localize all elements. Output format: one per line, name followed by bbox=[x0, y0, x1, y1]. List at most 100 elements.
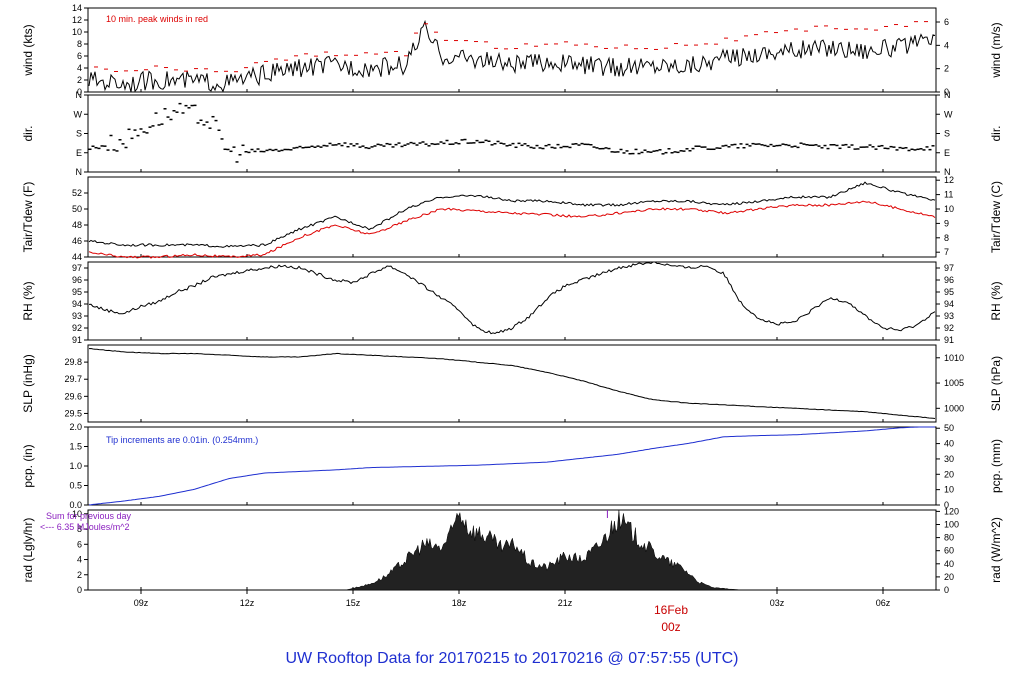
temp-ytick-right-label: 9 bbox=[944, 218, 949, 228]
rad-ytick-label: 10 bbox=[72, 509, 82, 519]
xaxis-tick-label: 21z bbox=[558, 598, 573, 608]
rad-ytick-right-label: 40 bbox=[944, 559, 954, 569]
rh-ytick-label: 95 bbox=[72, 287, 82, 297]
dir-ytick-right-label: N bbox=[944, 167, 951, 177]
pcp-ytick-label: 1.5 bbox=[69, 442, 82, 452]
temp-ylabel-left: Tair/Tdew (F) bbox=[21, 182, 35, 253]
slp-ytick-right-label: 1010 bbox=[944, 353, 964, 363]
slp-ytick-label: 29.5 bbox=[64, 408, 82, 418]
rad-annotation-value: <--- 6.35 MJoules/m^2 bbox=[40, 522, 130, 532]
temp-ytick-label: 48 bbox=[72, 220, 82, 230]
slp-ytick-right-label: 1005 bbox=[944, 378, 964, 388]
wind-ytick-label: 0 bbox=[77, 87, 82, 97]
rh-ytick-right-label: 94 bbox=[944, 299, 954, 309]
slp-ytick-label: 29.6 bbox=[64, 391, 82, 401]
rh-ytick-right-label: 92 bbox=[944, 323, 954, 333]
rad-annotation-sum: Sum for previous day bbox=[46, 511, 132, 521]
temp-ytick-label: 46 bbox=[72, 236, 82, 246]
temp-ytick-label: 50 bbox=[72, 204, 82, 214]
xaxis-tick-label: 06z bbox=[876, 598, 891, 608]
dir-ytick-right-label: N bbox=[944, 90, 951, 100]
pcp-ytick-right-label: 50 bbox=[944, 423, 954, 433]
rh-ytick-label: 96 bbox=[72, 275, 82, 285]
dir-ylabel-left: dir. bbox=[21, 125, 35, 141]
footer-end-date: 20170216 bbox=[531, 650, 604, 667]
xaxis-date-label: 16Feb bbox=[654, 603, 688, 617]
pcp-ytick-right-label: 40 bbox=[944, 439, 954, 449]
pcp-ytick-right-label: 10 bbox=[944, 485, 954, 495]
pcp-ytick-label: 2.0 bbox=[69, 422, 82, 432]
rad-ylabel-right: rad (W/m^2) bbox=[989, 517, 1003, 583]
wind-ytick-label: 2 bbox=[77, 75, 82, 85]
rad-ylabel-left: rad (Lgly/hr) bbox=[21, 518, 35, 583]
rad-ytick-label: 2 bbox=[77, 570, 82, 580]
pcp-line bbox=[88, 426, 935, 506]
rad-ytick-right-label: 20 bbox=[944, 572, 954, 582]
rh-ytick-right-label: 95 bbox=[944, 287, 954, 297]
xaxis-date-sublabel: 00z bbox=[661, 620, 680, 634]
pcp-ytick-label: 1.0 bbox=[69, 461, 82, 471]
rh-ytick-label: 97 bbox=[72, 263, 82, 273]
dir-panel-frame bbox=[87, 94, 937, 173]
wind-ytick-label: 4 bbox=[77, 63, 82, 73]
rh-panel-frame bbox=[87, 261, 937, 341]
rh-ytick-right-label: 93 bbox=[944, 311, 954, 321]
temp-ylabel-right: Tair/Tdew (C) bbox=[989, 181, 1003, 253]
dir-ytick-label: E bbox=[76, 148, 82, 158]
dir-ytick-right-label: E bbox=[944, 148, 950, 158]
rad-ytick-right-label: 80 bbox=[944, 533, 954, 543]
rad-ytick-right-label: 60 bbox=[944, 546, 954, 556]
wind-ytick-label: 12 bbox=[72, 15, 82, 25]
temp-ytick-label: 44 bbox=[72, 252, 82, 262]
pcp-ytick-right-label: 0 bbox=[944, 500, 949, 510]
rad-ytick-label: 4 bbox=[77, 555, 82, 565]
footer-to: to bbox=[514, 650, 528, 667]
wind-ytick-right-label: 4 bbox=[944, 40, 949, 50]
temp-ytick-right-label: 12 bbox=[944, 175, 954, 185]
rad-area bbox=[345, 509, 742, 591]
pcp-ytick-right-label: 30 bbox=[944, 454, 954, 464]
pcp-ytick-label: 0.0 bbox=[69, 500, 82, 510]
dir-ylabel-right: dir. bbox=[989, 125, 1003, 141]
wind-ytick-label: 6 bbox=[77, 51, 82, 61]
pcp-ylabel-right: pcp. (mm) bbox=[989, 439, 1003, 493]
xaxis-tick-label: 03z bbox=[770, 598, 785, 608]
dir-ytick-label: S bbox=[76, 129, 82, 139]
footer-timezone: (UTC) bbox=[694, 650, 739, 667]
temp-ytick-label: 52 bbox=[72, 188, 82, 198]
pcp-ytick-right-label: 20 bbox=[944, 469, 954, 479]
rh-ytick-label: 93 bbox=[72, 311, 82, 321]
slp-ylabel-left: SLP (inHg) bbox=[21, 354, 35, 412]
wind-ytick-label: 8 bbox=[77, 39, 82, 49]
rh-ytick-label: 91 bbox=[72, 335, 82, 345]
page-footer-title: UW Rooftop Data for 20170215 to 20170216… bbox=[0, 650, 1024, 668]
wind-ytick-label: 10 bbox=[72, 27, 82, 37]
pcp-ylabel-left: pcp. (in) bbox=[21, 444, 35, 487]
wind-ytick-right-label: 2 bbox=[944, 64, 949, 74]
dir-ytick-label: W bbox=[74, 109, 83, 119]
temp-ytick-right-label: 7 bbox=[944, 247, 949, 257]
pcp-annotation: Tip increments are 0.01in. (0.254mm.) bbox=[106, 435, 258, 445]
rh-ytick-right-label: 96 bbox=[944, 275, 954, 285]
footer-time: @ 07:57:55 bbox=[607, 650, 691, 667]
wind-ytick-label: 14 bbox=[72, 3, 82, 13]
xaxis-tick-label: 18z bbox=[452, 598, 467, 608]
dir-ytick-label: N bbox=[76, 167, 83, 177]
temp-dew-line bbox=[88, 200, 936, 259]
slp-ytick-right-label: 1000 bbox=[944, 403, 964, 413]
temp-ytick-right-label: 11 bbox=[944, 190, 953, 200]
rh-ytick-label: 92 bbox=[72, 323, 82, 333]
rad-ytick-right-label: 0 bbox=[944, 585, 949, 595]
wind-annotation: 10 min. peak winds in red bbox=[106, 14, 208, 24]
xaxis-tick-label: 15z bbox=[346, 598, 361, 608]
wind-ytick-right-label: 6 bbox=[944, 17, 949, 27]
wind-ylabel-left: wind (kts) bbox=[21, 24, 35, 76]
slp-ytick-label: 29.7 bbox=[64, 374, 82, 384]
rad-ytick-right-label: 100 bbox=[944, 519, 959, 529]
rh-ylabel-left: RH (%) bbox=[21, 281, 35, 320]
wind-panel-frame bbox=[87, 7, 937, 93]
dir-ytick-right-label: S bbox=[944, 129, 950, 139]
rad-ytick-label: 8 bbox=[77, 524, 82, 534]
rad-ytick-label: 0 bbox=[77, 585, 82, 595]
